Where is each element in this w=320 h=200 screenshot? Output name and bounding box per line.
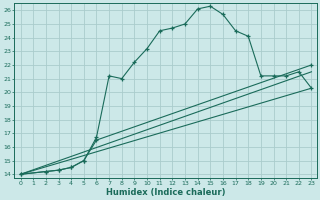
- X-axis label: Humidex (Indice chaleur): Humidex (Indice chaleur): [106, 188, 225, 197]
